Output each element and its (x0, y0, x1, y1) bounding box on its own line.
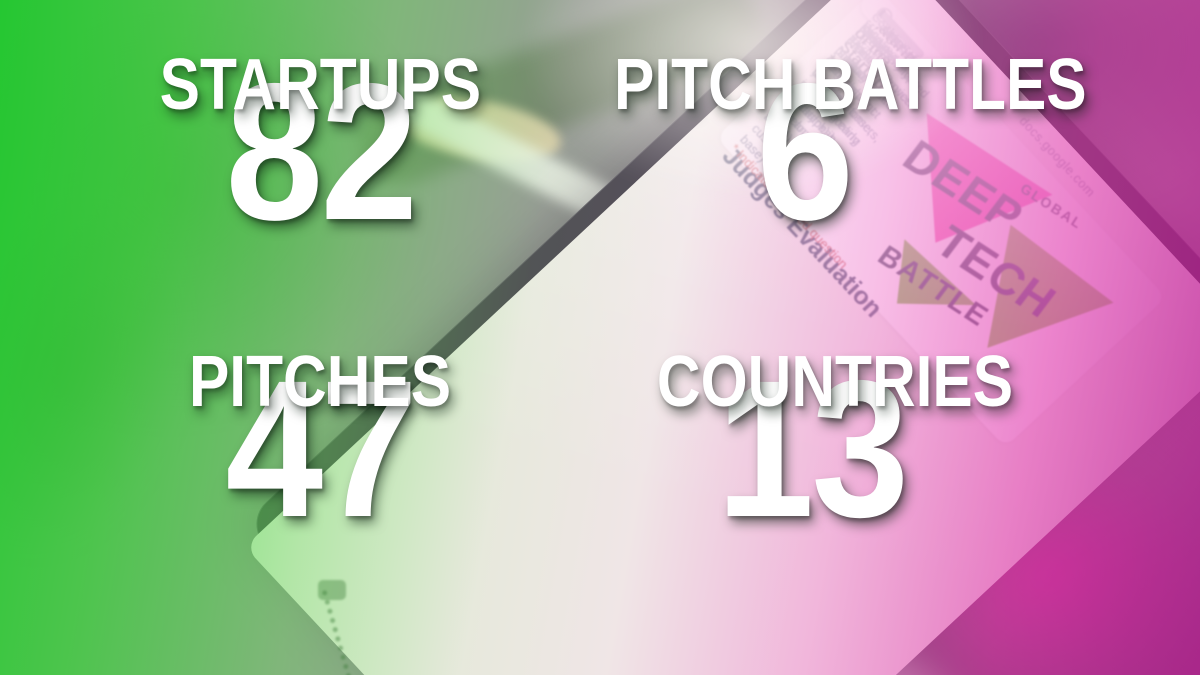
stat-pitches-label: PITCHES (188, 342, 452, 422)
stat-startups-label: STARTUPS (159, 45, 481, 125)
stat-countries-value: 13 (716, 340, 909, 558)
stat-pitch-battles-value: 6 (756, 43, 855, 261)
stat-startups-value: 82 (225, 43, 418, 261)
stat-pitches-value: 47 (225, 340, 418, 558)
stat-countries-label: COUNTRIES (656, 342, 1014, 422)
stat-pitch-battles-label: PITCH BATTLES (613, 45, 1087, 125)
